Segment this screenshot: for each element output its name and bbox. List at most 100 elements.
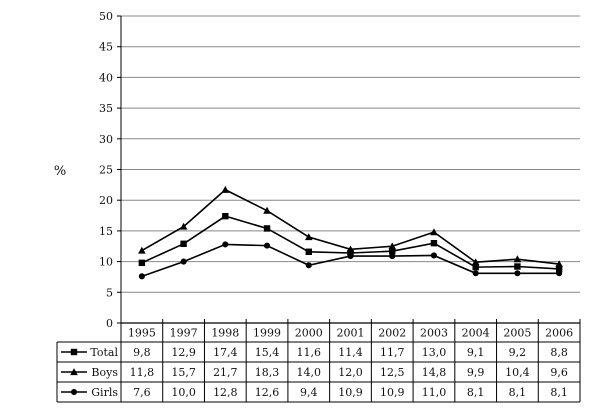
ytick-label-5: 5 <box>106 286 113 299</box>
data-label-girls-1999: 12,6 <box>255 386 280 399</box>
point-girls-1998 <box>222 241 229 248</box>
point-total-2003 <box>430 239 438 247</box>
point-girls-1995 <box>138 273 145 280</box>
data-label-boys-2005: 10,4 <box>505 366 530 379</box>
point-girls-2000 <box>305 262 312 269</box>
data-label-boys-2003: 14,8 <box>422 366 447 379</box>
data-label-total-1999: 15,4 <box>255 346 280 359</box>
point-girls-1997 <box>180 258 187 265</box>
data-label-girls-1998: 12,8 <box>213 386 238 399</box>
point-boys-2006 <box>555 260 563 268</box>
xtick-label-2001: 2001 <box>337 327 365 340</box>
ytick-label-0: 0 <box>106 317 113 330</box>
point-boys-2000 <box>304 233 313 241</box>
data-label-total-2003: 13,0 <box>422 346 447 359</box>
series-boys <box>138 185 563 268</box>
point-total-2005 <box>514 263 521 270</box>
ytick-label-45: 45 <box>99 41 113 54</box>
xtick-label-1995: 1995 <box>128 327 156 340</box>
point-total-1995 <box>138 259 146 267</box>
data-label-boys-2000: 14,0 <box>297 366 322 379</box>
data-label-girls-2002: 10,9 <box>380 386 405 399</box>
point-girls-2001 <box>347 253 354 260</box>
data-label-total-2005: 9,2 <box>509 346 527 359</box>
data-label-boys-2001: 12,0 <box>338 366 363 379</box>
ytick-label-35: 35 <box>99 102 113 115</box>
data-label-total-1998: 17,4 <box>213 346 238 359</box>
legend-marker-boys <box>70 368 78 376</box>
data-label-girls-2006: 8,1 <box>550 386 568 399</box>
xtick-label-2004: 2004 <box>462 327 490 340</box>
ytick-label-40: 40 <box>99 71 113 84</box>
point-total-1999 <box>263 225 271 232</box>
xtick-label-2003: 2003 <box>420 327 448 340</box>
xtick-label-2005: 2005 <box>503 327 531 340</box>
point-girls-2002 <box>389 253 396 260</box>
data-label-boys-2004: 9,9 <box>467 366 485 379</box>
data-label-girls-1995: 7,6 <box>133 386 151 399</box>
point-boys-2001 <box>346 245 355 253</box>
xtick-label-2000: 2000 <box>295 327 323 340</box>
legend-label-total: Total <box>90 346 118 359</box>
series-lines <box>138 185 563 280</box>
data-label-boys-1998: 21,7 <box>213 366 238 379</box>
data-label-girls-2000: 9,4 <box>300 386 318 399</box>
data-label-total-2000: 11,6 <box>297 346 322 359</box>
point-total-1998 <box>222 212 229 220</box>
data-label-girls-2004: 8,1 <box>467 386 485 399</box>
point-girls-2006 <box>556 270 563 277</box>
xtick-label-1998: 1998 <box>211 327 239 340</box>
point-boys-2005 <box>513 255 522 263</box>
point-total-2001 <box>347 249 354 257</box>
ytick-label-15: 15 <box>99 225 113 238</box>
ytick-label-20: 20 <box>99 194 113 207</box>
point-total-2006 <box>555 265 563 273</box>
point-boys-1998 <box>221 185 230 193</box>
gridlines <box>120 15 581 323</box>
point-boys-2003 <box>430 228 438 236</box>
point-total-2000 <box>305 248 312 255</box>
point-total-2004 <box>472 263 479 271</box>
legend-label-boys: Boys <box>91 366 118 379</box>
data-label-boys-2006: 9,6 <box>550 366 568 379</box>
legend-marker-girls <box>70 388 78 396</box>
data-label-girls-1997: 10,0 <box>171 386 196 399</box>
xtick-label-1999: 1999 <box>253 327 281 340</box>
data-label-boys-1997: 15,7 <box>171 366 196 379</box>
data-label-total-1997: 12,9 <box>171 346 196 359</box>
point-boys-2004 <box>471 258 480 266</box>
data-label-boys-1995: 11,8 <box>130 366 155 379</box>
y-axis-ticks: 0 5 10 15 20 25 30 35 40 45 50 <box>99 10 121 330</box>
point-boys-1999 <box>263 206 271 214</box>
data-label-girls-2005: 8,1 <box>509 386 527 399</box>
ytick-label-10: 10 <box>99 256 113 269</box>
point-boys-1997 <box>179 222 188 230</box>
data-label-girls-2001: 10,9 <box>338 386 363 399</box>
data-label-boys-2002: 12,5 <box>380 366 405 379</box>
data-label-boys-1999: 18,3 <box>255 366 280 379</box>
xtick-label-1997: 1997 <box>170 327 198 340</box>
ytick-label-30: 30 <box>99 133 113 146</box>
point-boys-2002 <box>388 242 397 250</box>
point-girls-2004 <box>472 270 479 277</box>
point-boys-1995 <box>138 246 146 254</box>
xtick-label-2002: 2002 <box>378 327 406 340</box>
series-girls <box>138 241 563 280</box>
series-total <box>138 212 563 273</box>
point-girls-2005 <box>514 270 521 277</box>
point-girls-1999 <box>264 242 271 249</box>
data-label-total-2002: 11,7 <box>380 346 405 359</box>
point-total-2002 <box>389 247 396 255</box>
data-label-girls-2003: 11,0 <box>422 386 447 399</box>
xtick-label-2006: 2006 <box>545 327 573 340</box>
data-table: 1995 1997 1998 1999 2000 2001 2002 2003 2004 2005… <box>56 322 581 403</box>
data-label-total-2006: 8,8 <box>550 346 568 359</box>
ytick-label-50: 50 <box>99 10 113 23</box>
legend-marker-total <box>70 348 78 356</box>
point-total-1997 <box>180 240 187 247</box>
data-label-total-1995: 9,8 <box>133 346 151 359</box>
ytick-label-25: 25 <box>99 164 113 177</box>
data-label-total-2001: 11,4 <box>338 346 363 359</box>
y-axis-label: % <box>54 164 66 179</box>
